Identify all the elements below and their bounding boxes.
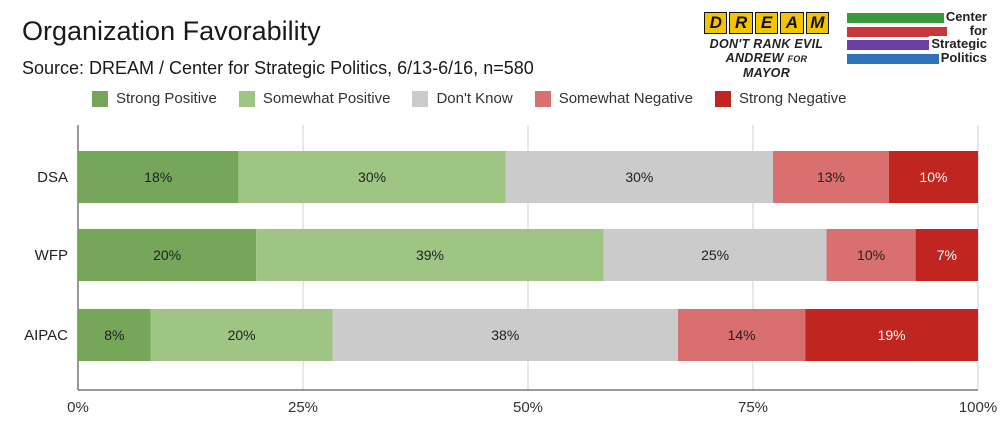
bar-segment: [78, 229, 257, 281]
x-tick-label: 0%: [67, 399, 89, 416]
bar-segment: [826, 229, 916, 281]
legend-label: Somewhat Negative: [558, 90, 693, 107]
data-label: 39%: [416, 247, 444, 263]
csp-bar-green: [847, 13, 947, 23]
bar-segment: [78, 151, 239, 203]
data-label: 10%: [857, 247, 885, 263]
legend-swatch: [92, 90, 108, 107]
dream-tagline-mayor: MAYOR: [742, 66, 791, 80]
legend-item: Strong Positive: [92, 90, 217, 107]
bar-segment: [78, 309, 151, 361]
legend-swatch: [534, 90, 551, 107]
data-label: 13%: [817, 169, 845, 185]
legend-label: Strong Positive: [116, 90, 217, 107]
dream-tagline-1: DON'T RANK EVIL: [709, 37, 824, 51]
dream-letter: D: [704, 12, 728, 34]
bar-segment: [238, 151, 506, 203]
legend-item: Strong Negative: [714, 90, 847, 107]
bar-segment: [678, 309, 806, 361]
legend-item: Somewhat Positive: [238, 90, 391, 107]
data-label: 20%: [228, 327, 256, 343]
bar-segment: [505, 151, 774, 203]
dream-letter: E: [754, 12, 779, 34]
bar-segment: [332, 309, 678, 361]
dream-tagline-2: ANDREW FOR MAYOR: [704, 51, 829, 80]
legend-item: Don't Know: [412, 90, 513, 107]
bar-segment: [256, 229, 604, 281]
x-tick-label: 25%: [288, 399, 318, 416]
data-label: 10%: [919, 169, 947, 185]
data-label: 19%: [878, 327, 906, 343]
x-tick-label: 50%: [513, 399, 543, 416]
chart-legend: Strong Positive Somewhat Positive Don't …: [92, 90, 847, 107]
csp-text-for: for: [967, 22, 987, 38]
dream-tagline-for: FOR: [787, 54, 808, 64]
legend-swatch: [714, 90, 731, 107]
csp-bar-blue: [847, 53, 947, 64]
data-label: 20%: [153, 247, 181, 263]
csp-text-politics: Politics: [938, 49, 987, 65]
data-label: 25%: [701, 247, 729, 263]
csp-text-center: Center: [943, 9, 987, 24]
csp-bar-red: [847, 26, 947, 37]
bar-segment: [888, 151, 978, 203]
data-label: 8%: [104, 327, 124, 343]
data-label: 30%: [358, 169, 386, 185]
x-tick-label: 100%: [959, 399, 997, 416]
legend-label: Somewhat Positive: [262, 90, 391, 107]
y-category-label: WFP: [35, 247, 68, 264]
data-label: 18%: [144, 169, 172, 185]
csp-text-strategic: Strategic: [929, 36, 987, 51]
legend-label: Strong Negative: [738, 90, 847, 107]
chart-title: Organization Favorability: [22, 16, 321, 46]
csp-logo: Center for Strategic Politics: [847, 9, 987, 65]
bar-segment: [805, 309, 978, 361]
legend-swatch: [238, 90, 255, 107]
dream-wordmark: D R E A M: [704, 12, 830, 34]
data-label: 14%: [728, 327, 756, 343]
dream-logo: D R E A M DON'T RANK EVIL ANDREW FOR MAY…: [704, 12, 830, 80]
bar-segment: [915, 229, 978, 281]
x-tick-label: 75%: [738, 399, 768, 416]
bar-segment: [603, 229, 827, 281]
legend-swatch: [412, 90, 429, 107]
dream-letter: M: [805, 12, 830, 34]
data-label: 30%: [625, 169, 653, 185]
dream-tagline-andrew: ANDREW: [725, 51, 784, 65]
bar-segment: [150, 309, 333, 361]
legend-item: Somewhat Negative: [534, 90, 693, 107]
y-category-label: DSA: [37, 169, 68, 186]
y-category-label: AIPAC: [24, 327, 68, 344]
bar-segment: [773, 151, 889, 203]
dream-letter: R: [729, 12, 753, 34]
csp-bar-purple: [847, 40, 947, 50]
legend-label: Don't Know: [436, 90, 513, 107]
data-label: 38%: [491, 327, 519, 343]
dream-letter: A: [780, 12, 804, 34]
data-label: 7%: [937, 247, 957, 263]
chart-subtitle: Source: DREAM / Center for Strategic Pol…: [22, 58, 534, 78]
